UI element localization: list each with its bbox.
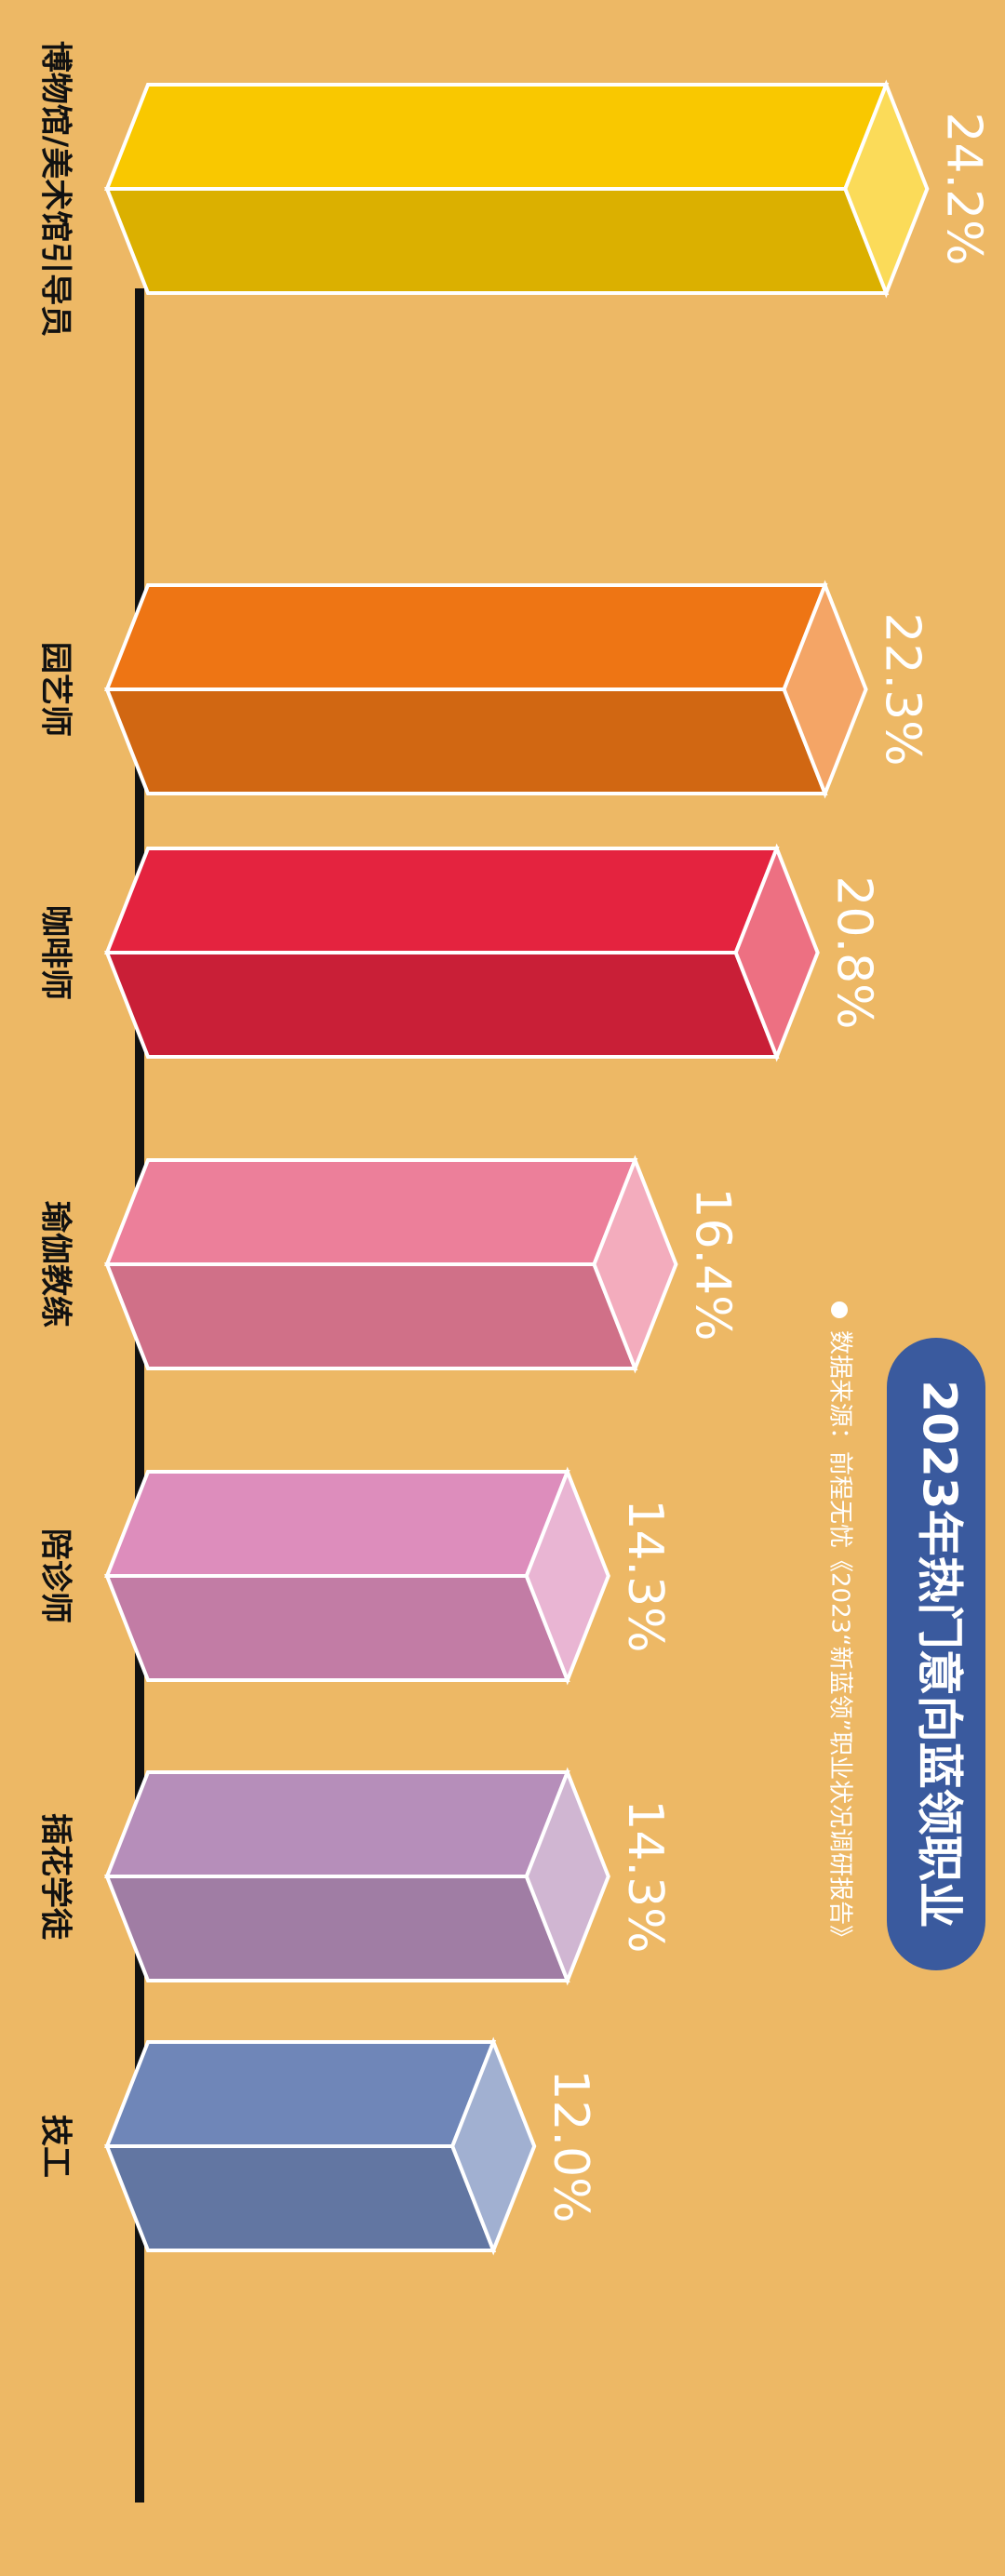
title-pill [887,1338,985,1970]
category-label: 咖啡师 [37,905,74,1000]
bar-top-face [104,583,828,691]
category-label: 瑜伽教练 [37,1201,74,1328]
category-label: 插花学徒 [37,1813,74,1941]
bar-cap [592,1155,678,1374]
bar-cap [782,580,868,799]
bar-top-face [104,1158,638,1266]
bar-front-face [104,187,890,295]
category-label: 技工 [37,2115,74,2178]
source-note: 数据来源：前程无忧《2023“新蓝领”职业状况调研报告》 [826,1330,854,1949]
bar-front-face [104,1262,638,1370]
value-label: 16.4% [684,1187,740,1341]
bar-cap [524,1466,610,1686]
value-label: 20.8% [826,875,882,1029]
bar-top-face [104,83,890,191]
value-label: 14.3% [617,1799,673,1953]
bar-front-face [104,1875,570,1982]
category-label: 陪诊师 [37,1528,74,1623]
bar-front-face [104,687,828,795]
chart-title: 2023年热门意向蓝领职业 [913,1380,967,1928]
bar-cap [733,843,820,1062]
category-label: 博物馆/美术馆引导员 [37,41,74,337]
bar-top-face [104,847,780,954]
bar-front-face [104,951,780,1059]
bar-top-face [104,1770,570,1878]
bar-cap [524,1767,610,1986]
bar-top-face [104,2040,497,2148]
bar-cap [843,79,930,299]
bar-cap [450,2036,537,2256]
value-label: 24.2% [935,112,991,265]
source-bullet [831,1301,848,1318]
bar-top-face [104,1470,570,1578]
bar-front-face [104,1574,570,1682]
value-label: 12.0% [543,2069,598,2222]
bar-front-face [104,2144,497,2252]
value-label: 22.3% [875,612,931,766]
category-label: 园艺师 [37,642,74,737]
value-label: 14.3% [617,1499,673,1652]
